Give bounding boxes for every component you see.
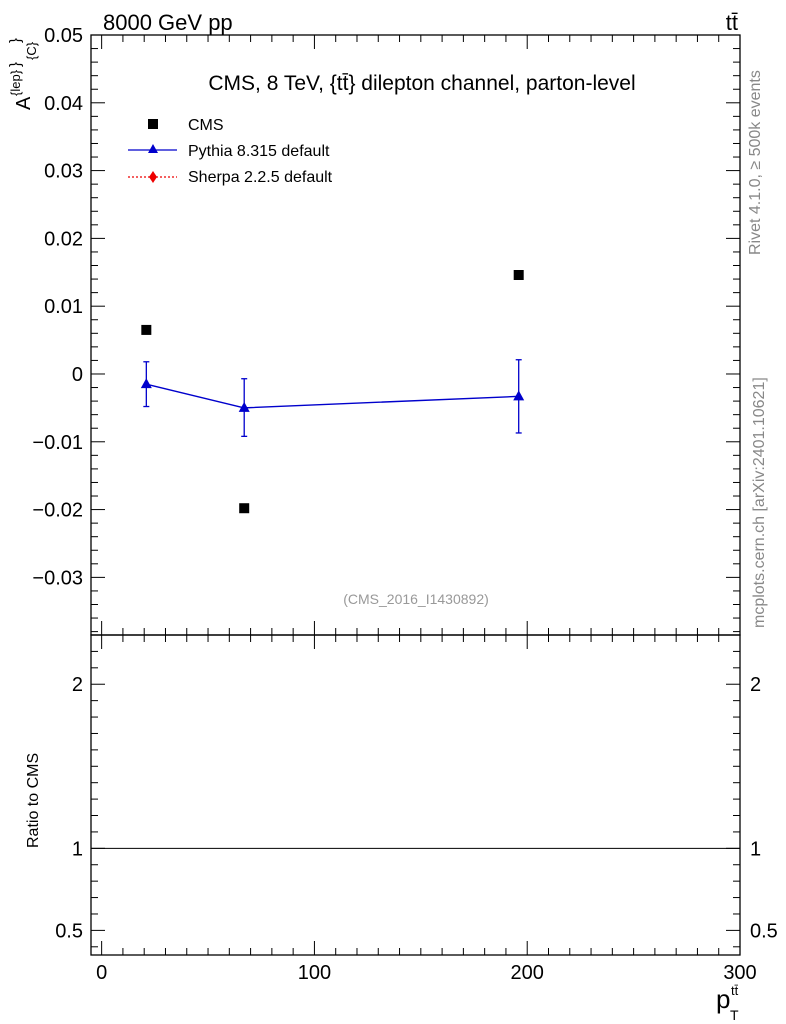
main-data: [140, 270, 525, 514]
main-ytick-label: 0: [72, 364, 83, 386]
main-x-axis: [101, 35, 741, 635]
y-label-brace-2: }: [7, 38, 24, 43]
legend-cms-label: CMS: [188, 117, 224, 134]
main-ytick-label: −0.01: [32, 432, 83, 454]
cms-point: [141, 324, 152, 335]
xtick-label: 0: [96, 962, 107, 984]
energy-label: 8000 GeV pp: [103, 10, 233, 35]
legend-entry-cms: CMS: [148, 117, 224, 134]
legend-pythia-marker: [148, 144, 158, 153]
pythia-point: [140, 378, 152, 389]
y-label-a: A: [13, 96, 35, 110]
cms-point: [239, 503, 250, 514]
ratio-ytick-label: 2: [72, 674, 83, 696]
ratio-ytick-label-right: 0.5: [750, 920, 778, 942]
analysis-watermark: (CMS_2016_I1430892): [343, 591, 489, 607]
pythia-line: [146, 383, 519, 409]
legend-sherpa-label: Sherpa 2.2.5 default: [188, 169, 333, 186]
rivet-label: Rivet 4.1.0, ≥ 500k events: [747, 70, 764, 255]
main-ytick-label: −0.03: [32, 567, 83, 589]
legend-entry-pythia: Pythia 8.315 default: [128, 143, 330, 160]
main-panel: 0.05 0.04 0.03 0.02 0.01 0 −0.01 −0.02 −0.03 CMS…: [7, 25, 741, 636]
main-y-label: A {lep} } {C} }: [7, 38, 39, 110]
main-ytick-label: 0.04: [44, 93, 83, 115]
ratio-frame: [90, 634, 741, 956]
mcplots-label: mcplots.cern.ch [arXiv:2401.10621]: [751, 377, 768, 628]
y-label-lep: {lep}: [8, 69, 23, 96]
pythia-point: [513, 390, 525, 401]
main-ytick-label: 0.02: [44, 228, 83, 250]
legend: CMS Pythia 8.315 default Sherpa 2.2.5 de…: [128, 117, 333, 186]
chart-title: CMS, 8 TeV, {tt̄} dilepton channel, part…: [208, 72, 635, 95]
xtick-label: 300: [723, 962, 756, 984]
y-label-brace-1: }: [7, 62, 24, 67]
x-label-tt: tt̄: [731, 983, 739, 998]
ratio-panel: 0.5 0.5 1 1 2 2 0 100 200 300 Ratio to CMS p tt̄…: [25, 634, 778, 1023]
ratio-ytick-label-right: 2: [750, 674, 761, 696]
main-ytick-label: 0.05: [44, 25, 83, 47]
ratio-ytick-label: 0.5: [55, 920, 83, 942]
main-ytick-label: −0.02: [32, 500, 83, 522]
ratio-y-axis: 0.5 0.5 1 1 2 2: [55, 650, 778, 948]
ratio-ytick-label-right: 1: [750, 838, 761, 860]
legend-entry-sherpa: Sherpa 2.2.5 default: [128, 169, 333, 186]
main-y-axis: 0.05 0.04 0.03 0.02 0.01 0 −0.01 −0.02 −0.03: [32, 25, 740, 633]
xtick-label: 200: [511, 962, 544, 984]
ratio-y-label: Ratio to CMS: [25, 753, 42, 848]
legend-pythia-label: Pythia 8.315 default: [188, 143, 330, 160]
ratio-ytick-label: 1: [72, 838, 83, 860]
legend-cms-marker: [148, 119, 158, 129]
process-label: tt̄: [726, 10, 738, 35]
x-label-p: p: [716, 984, 730, 1014]
main-ytick-label: 0.03: [44, 161, 83, 183]
cms-point: [513, 270, 524, 280]
x-axis-label: p tt̄ T: [716, 983, 739, 1023]
ratio-x-axis: 0 100 200 300: [96, 635, 757, 984]
y-label-c: {C}: [24, 41, 39, 60]
legend-sherpa-marker: [149, 171, 157, 183]
pythia-point: [238, 401, 250, 412]
xtick-label: 100: [298, 962, 331, 984]
main-ytick-label: 0.01: [44, 296, 83, 318]
x-label-t: T: [730, 1007, 739, 1023]
